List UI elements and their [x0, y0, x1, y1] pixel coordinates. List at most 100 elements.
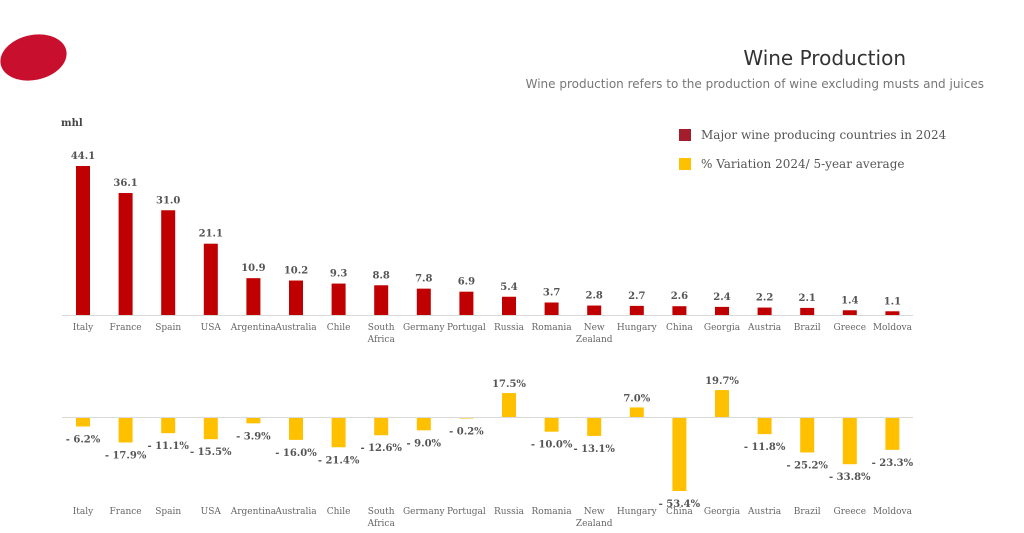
production-bar-greece	[842, 310, 857, 315]
production-bar-russia	[502, 296, 516, 315]
production-data-label: 2.2	[756, 293, 773, 304]
variation-data-label: 17.5%	[492, 379, 526, 390]
variation-category-label: Russia	[494, 507, 525, 517]
variation-bar-italy	[76, 418, 90, 427]
production-data-label: 2.1	[798, 293, 815, 304]
production-category-label: Argentina	[230, 323, 277, 333]
variation-category-label: France	[110, 507, 142, 517]
variation-data-label: - 53.4%	[659, 499, 701, 510]
variation-bar-france	[118, 418, 133, 443]
production-bar-south-africa	[374, 285, 389, 315]
production-data-label: 2.4	[713, 292, 730, 303]
variation-data-label: - 33.8%	[829, 472, 871, 483]
production-data-label: 1.1	[884, 296, 901, 307]
variation-category-label: Spain	[155, 507, 181, 517]
production-data-label: 2.8	[585, 291, 602, 302]
production-category-label: Spain	[155, 323, 181, 333]
production-category-label: Germany	[403, 323, 446, 333]
variation-data-label: 19.7%	[705, 376, 739, 387]
variation-category-label: Chile	[327, 507, 351, 517]
legend-label-production: Major wine producing countries in 2024	[701, 128, 947, 142]
variation-category-label: Austria	[747, 507, 782, 517]
production-bar-hungary	[629, 305, 644, 315]
variation-data-label: - 11.8%	[744, 442, 786, 453]
variation-bar-brazil	[800, 418, 815, 453]
production-data-label: 3.7	[543, 287, 560, 298]
page-subtitle: Wine production refers to the production…	[525, 77, 984, 91]
legend-label-variation: % Variation 2024/ 5-year average	[701, 157, 905, 171]
variation-category-label: Greece	[834, 507, 867, 517]
production-bar-new-zealand	[587, 305, 602, 315]
variation-bar-russia	[502, 393, 516, 417]
production-data-label: 6.9	[458, 277, 475, 288]
production-category-label: USA	[201, 323, 222, 333]
production-bar-romania	[544, 302, 559, 315]
variation-data-label: - 0.2%	[449, 426, 484, 437]
variation-category-label: Portugal	[447, 507, 486, 517]
variation-bar-greece	[842, 418, 857, 465]
production-data-label: 21.1	[199, 229, 223, 240]
variation-bar-portugal	[459, 418, 474, 419]
variation-bar-australia	[289, 418, 303, 440]
variation-category-label: South Africa	[367, 507, 396, 529]
variation-bar-spain	[161, 418, 176, 434]
variation-category-label: Moldova	[873, 507, 913, 517]
production-data-label: 44.1	[71, 151, 95, 162]
variation-data-label: - 6.2%	[66, 434, 101, 445]
variation-data-label: - 11.1%	[147, 441, 189, 452]
variation-data-label: - 16.0%	[275, 448, 317, 459]
production-category-label: Chile	[327, 323, 351, 333]
production-bar-italy	[76, 166, 90, 315]
production-bar-argentina	[246, 278, 261, 315]
legend-item-production: Major wine producing countries in 2024	[679, 126, 946, 144]
variation-category-label: Hungary	[617, 507, 658, 517]
variation-bar-chile	[331, 418, 346, 448]
variation-data-label: - 23.3%	[872, 458, 914, 469]
production-bar-australia	[289, 280, 303, 315]
variation-data-label: - 3.9%	[236, 431, 271, 442]
variation-data-label: - 17.9%	[105, 450, 147, 461]
variation-bar-hungary	[629, 407, 644, 417]
variation-bar-new-zealand	[587, 418, 602, 436]
production-bar-germany	[416, 288, 431, 315]
production-category-label: Georgia	[704, 323, 741, 333]
variation-bar-argentina	[246, 418, 261, 424]
production-bar-austria	[757, 307, 772, 315]
variation-bar-austria	[757, 418, 772, 435]
variation-category-label: USA	[201, 507, 222, 517]
production-data-label: 7.8	[415, 274, 432, 285]
variation-category-label: Germany	[403, 507, 446, 517]
production-data-label: 36.1	[113, 178, 137, 189]
production-category-label: Australia	[274, 323, 317, 333]
variation-bar-china	[672, 418, 687, 491]
variation-bar-moldova	[885, 418, 900, 450]
production-category-label: Portugal	[447, 323, 486, 333]
production-data-label: 10.9	[241, 263, 265, 274]
production-bar-china	[672, 306, 687, 315]
production-category-label: France	[110, 323, 142, 333]
variation-data-label: - 10.0%	[531, 440, 573, 451]
production-bar-france	[118, 193, 133, 315]
variation-bar-georgia	[715, 390, 729, 417]
production-data-label: 5.4	[500, 282, 517, 293]
production-data-label: 2.7	[628, 291, 645, 302]
production-bar-portugal	[459, 291, 474, 315]
legend: Major wine producing countries in 2024 %…	[679, 126, 946, 184]
production-category-label: New Zealand	[576, 323, 613, 345]
variation-category-label: China	[666, 507, 693, 517]
variation-data-label: - 13.1%	[573, 444, 615, 455]
production-bar-spain	[161, 210, 176, 315]
production-category-label: Hungary	[617, 323, 658, 333]
variation-data-label: - 12.6%	[360, 443, 402, 454]
legend-swatch-production	[679, 129, 691, 141]
variation-data-label: 7.0%	[623, 393, 650, 404]
variation-category-label: Georgia	[704, 507, 741, 517]
production-data-label: 1.4	[841, 295, 858, 306]
variation-category-label: Argentina	[230, 507, 277, 517]
variation-data-label: - 21.4%	[318, 455, 360, 466]
production-data-label: 10.2	[284, 266, 308, 277]
production-data-label: 8.8	[372, 270, 389, 281]
variation-bar-usa	[203, 418, 218, 440]
production-data-label: 9.3	[330, 269, 347, 280]
